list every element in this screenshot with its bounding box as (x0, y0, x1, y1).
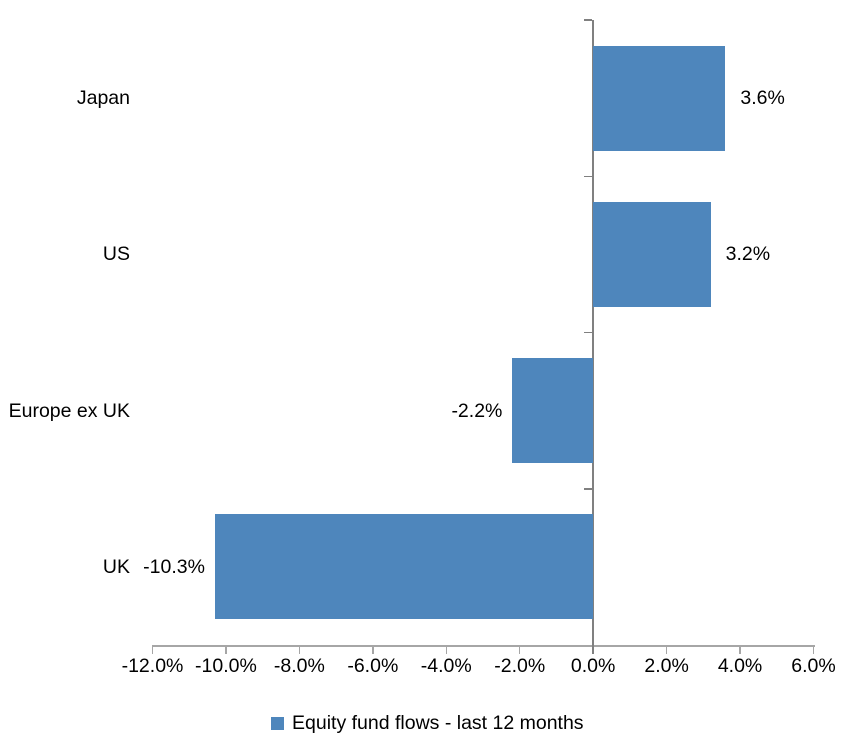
category-axis-tick (584, 175, 593, 177)
category-label-europe-ex-uk: Europe ex UK (8, 399, 130, 422)
bar-europe-ex-uk (512, 358, 594, 464)
x-axis-tick (225, 645, 227, 654)
category-axis-tick (584, 488, 593, 490)
value-label-us: 3.2% (725, 243, 771, 266)
x-tick-label: -4.0% (420, 655, 472, 677)
legend: Equity fund flows - last 12 months (271, 709, 584, 737)
x-tick-label: -8.0% (273, 655, 325, 677)
x-tick-label: 4.0% (717, 655, 763, 677)
legend-marker-icon (271, 716, 284, 730)
category-axis-tick (584, 19, 593, 21)
bar-japan (593, 45, 726, 151)
x-tick-label: -10.0% (195, 655, 257, 677)
category-axis-line (592, 20, 595, 654)
x-tick-label: -6.0% (347, 655, 399, 677)
x-axis-tick (298, 645, 301, 654)
value-label-europe-ex-uk: -2.2% (451, 399, 503, 422)
x-axis-tick (372, 645, 374, 654)
bar-uk (214, 514, 594, 620)
x-axis-tick (812, 645, 815, 654)
legend-label: Equity fund flows - last 12 months (292, 712, 584, 734)
x-tick-label: 0.0% (570, 655, 616, 677)
x-tick-label: -12.0% (121, 655, 184, 677)
x-tick-label: -2.0% (494, 655, 546, 677)
category-label-us: US (102, 243, 130, 266)
x-axis-tick (518, 645, 521, 654)
x-tick-label: 6.0% (791, 655, 836, 677)
category-axis-tick (584, 331, 593, 334)
value-label-japan: 3.6% (740, 87, 785, 110)
category-label-japan: Japan (76, 87, 130, 110)
x-tick-label: 2.0% (644, 655, 689, 677)
bar-us (593, 201, 711, 307)
x-axis-tick (445, 645, 448, 654)
category-label-uk: UK (102, 555, 130, 578)
value-label-uk: -10.3% (143, 555, 205, 578)
x-axis-tick (665, 645, 668, 654)
x-axis-tick (739, 645, 741, 654)
x-axis-tick (151, 645, 154, 654)
value-axis-line (151, 645, 815, 647)
